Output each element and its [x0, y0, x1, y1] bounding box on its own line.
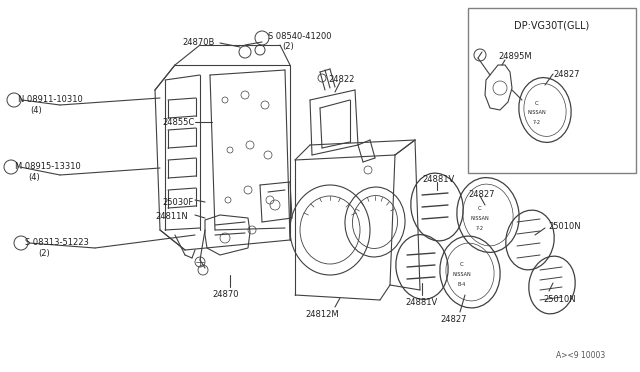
- Text: S 08313-51223: S 08313-51223: [25, 238, 89, 247]
- Text: 24881V: 24881V: [422, 175, 454, 184]
- Text: (4): (4): [28, 173, 40, 182]
- Text: 24822: 24822: [328, 75, 355, 84]
- Text: C: C: [535, 100, 539, 106]
- Text: 24812M: 24812M: [305, 310, 339, 319]
- Text: N 08911-10310: N 08911-10310: [18, 95, 83, 104]
- Text: 24827: 24827: [468, 190, 495, 199]
- Text: 24870B: 24870B: [182, 38, 214, 47]
- Text: NISSAN: NISSAN: [470, 215, 490, 221]
- Text: 24811N: 24811N: [155, 212, 188, 221]
- Text: 24895M: 24895M: [498, 52, 532, 61]
- Text: 24827: 24827: [440, 315, 467, 324]
- Text: NISSAN: NISSAN: [527, 109, 547, 115]
- Text: 25030F: 25030F: [162, 198, 193, 207]
- Text: DP:VG30T(GLL): DP:VG30T(GLL): [515, 20, 589, 30]
- Text: 24881V: 24881V: [405, 298, 437, 307]
- Text: (2): (2): [38, 249, 50, 258]
- Bar: [468, 8, 636, 173]
- Text: 24827: 24827: [553, 70, 579, 79]
- Text: C: C: [460, 262, 464, 266]
- Text: B-4: B-4: [458, 282, 466, 286]
- Text: 7-2: 7-2: [476, 225, 484, 231]
- Text: (2): (2): [282, 42, 294, 51]
- Text: (4): (4): [30, 106, 42, 115]
- Text: NISSAN: NISSAN: [452, 272, 472, 276]
- Text: S 08540-41200: S 08540-41200: [268, 32, 332, 41]
- Text: C: C: [478, 205, 482, 211]
- Text: M 08915-13310: M 08915-13310: [15, 162, 81, 171]
- Text: 7-2: 7-2: [533, 119, 541, 125]
- Text: A><9 10003: A><9 10003: [556, 351, 605, 360]
- Text: 25010N: 25010N: [543, 295, 575, 304]
- Text: 25010N: 25010N: [548, 222, 580, 231]
- Text: 24855C: 24855C: [162, 118, 195, 127]
- Text: 24870: 24870: [212, 290, 239, 299]
